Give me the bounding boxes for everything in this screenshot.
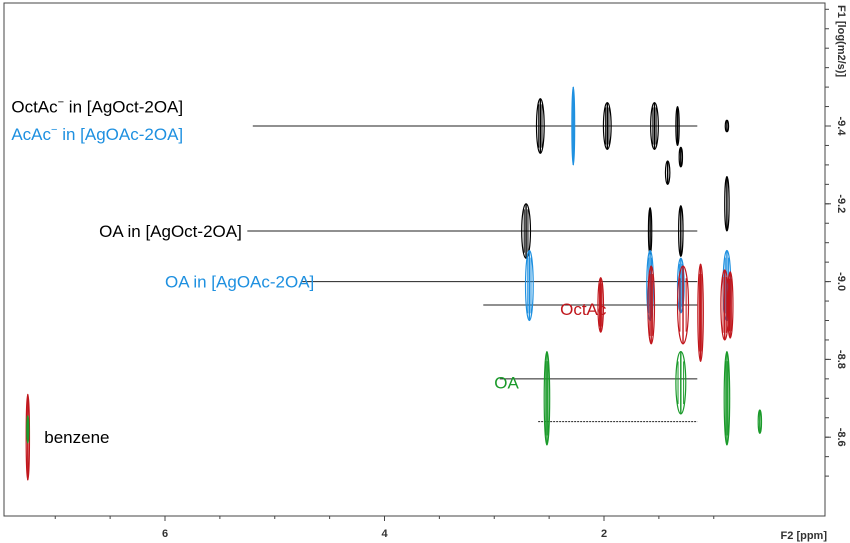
y-axis: F1 [log(m2/s)] -9.4 -9.2 -9.0 -8.8 -8.6 bbox=[825, 5, 847, 477]
annotation-oa-agoac: OA in [AgOAc-2OA] bbox=[165, 273, 314, 292]
peak bbox=[650, 102, 659, 150]
y-tick-label: -8.8 bbox=[835, 350, 847, 369]
y-tick-label: -9.4 bbox=[835, 117, 847, 137]
annotation-octac: OctAc bbox=[560, 300, 607, 319]
series-octac-in-agoct-2oa- bbox=[535, 98, 730, 168]
peak bbox=[535, 98, 545, 154]
peak bbox=[597, 277, 605, 333]
peak bbox=[678, 146, 684, 168]
peak bbox=[647, 265, 656, 345]
peak bbox=[602, 102, 612, 150]
y-tick-label: -8.6 bbox=[835, 428, 847, 447]
peak bbox=[676, 265, 690, 345]
peak bbox=[543, 351, 551, 446]
peak bbox=[726, 271, 734, 339]
peak bbox=[724, 119, 730, 133]
peak bbox=[723, 351, 731, 446]
peak bbox=[571, 86, 576, 166]
peak bbox=[524, 249, 534, 322]
annotation-oa: OA bbox=[494, 374, 519, 393]
peak bbox=[697, 263, 704, 362]
x-tick-label: 2 bbox=[601, 528, 607, 540]
y-tick-label: -9.0 bbox=[835, 272, 847, 291]
peak bbox=[647, 207, 653, 255]
series-acac-in-agoac-2oa- bbox=[571, 86, 576, 166]
peak bbox=[675, 351, 687, 415]
series-oa bbox=[543, 351, 763, 446]
x-tick-label: 6 bbox=[162, 528, 168, 540]
reference-lines bbox=[247, 125, 698, 423]
peak-contours bbox=[25, 86, 763, 481]
series-benzene bbox=[26, 415, 30, 444]
peak bbox=[678, 205, 684, 257]
annotation-acac-minus-agoac: AcAc− in [AgOAc-2OA] bbox=[11, 124, 183, 144]
y-axis-label: F1 [log(m2/s)] bbox=[835, 5, 847, 77]
peak bbox=[26, 415, 30, 444]
annotation-octac-minus-agoct: OctAc− in [AgOct-2OA] bbox=[11, 97, 183, 117]
y-tick-label: -9.2 bbox=[835, 194, 847, 213]
annotation-oa-agoct: OA in [AgOct-2OA] bbox=[99, 222, 242, 241]
peak bbox=[675, 105, 680, 147]
annotations: OctAc− in [AgOct-2OA] AcAc− in [AgOAc-2OA… bbox=[11, 97, 607, 448]
peak bbox=[757, 409, 763, 434]
plot-frame bbox=[3, 2, 826, 517]
peak bbox=[664, 160, 671, 185]
annotation-benzene: benzene bbox=[44, 428, 109, 447]
x-tick-label: 4 bbox=[381, 528, 388, 540]
series-octac bbox=[597, 263, 734, 362]
peak bbox=[521, 203, 532, 259]
series-oa-in-agoct-2oa- bbox=[521, 160, 730, 259]
x-axis: F2 [ppm] 6 4 2 bbox=[54, 516, 828, 542]
x-axis-label: F2 [ppm] bbox=[781, 530, 828, 542]
peak bbox=[724, 175, 730, 232]
